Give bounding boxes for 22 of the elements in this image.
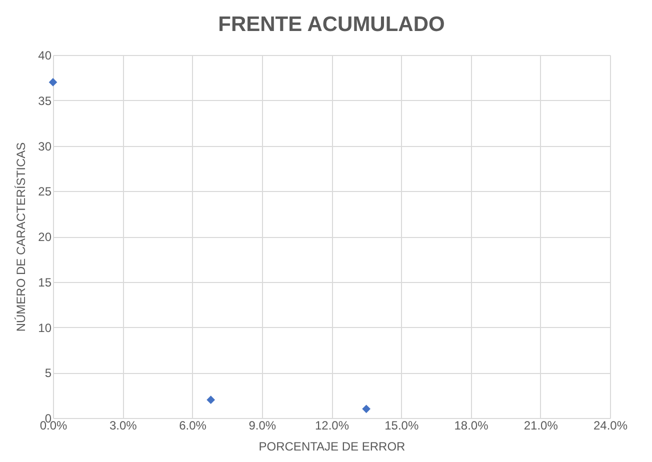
y-tick-label: 40: [38, 48, 52, 62]
x-tick-label: 6.0%: [179, 418, 207, 432]
x-tick-label: 3.0%: [109, 418, 138, 432]
x-axis-title: PORCENTAJE DE ERROR: [258, 440, 406, 454]
point: [362, 404, 370, 414]
x-tick-label: 21.0%: [524, 418, 558, 432]
y-tick-label: 30: [38, 139, 52, 154]
y-axis-title: NÚMERO DE CARACTERÍSTICAS: [14, 142, 28, 332]
y-tick-label: 15: [38, 275, 52, 290]
point: [48, 78, 58, 86]
y-tick-label: 35: [38, 94, 52, 108]
y-tick-label: 20: [38, 230, 52, 244]
y-tick-label: 10: [38, 320, 52, 335]
x-tick-label: 12.0%: [314, 418, 350, 432]
x-tick-label: 18.0%: [454, 418, 489, 432]
x-tick-label: 9.0%: [248, 418, 276, 432]
y-tick-label: 25: [38, 184, 52, 199]
x-tick-label: 24.0%: [593, 418, 628, 432]
y-tick-label: 5: [44, 366, 52, 380]
point: [206, 396, 215, 404]
x-tick-label: 15.0%: [384, 418, 419, 432]
chart-title: FRENTE ACUMULADO: [218, 13, 445, 36]
